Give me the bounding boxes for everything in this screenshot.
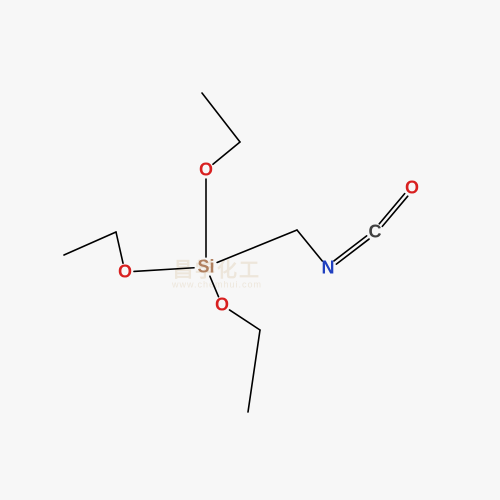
atom-si: Si	[197, 257, 214, 278]
atom-o: O	[118, 262, 132, 283]
bond-layer	[0, 0, 500, 500]
atom-o: O	[405, 178, 419, 199]
atom-n: N	[322, 258, 335, 279]
atom-c: C	[369, 222, 382, 243]
bond	[134, 268, 194, 272]
atom-o: O	[199, 160, 213, 181]
bond	[64, 232, 116, 255]
bond	[230, 310, 260, 330]
atom-o: O	[215, 295, 229, 316]
molecule-canvas: 昌学化工 www.chemhui.com SiOOONCO	[0, 0, 500, 500]
bond	[116, 232, 123, 263]
bond	[336, 239, 369, 264]
bond	[213, 142, 240, 164]
bond	[334, 236, 367, 261]
bond	[297, 230, 322, 261]
bond	[248, 330, 260, 412]
bond	[379, 194, 404, 224]
bond	[382, 196, 407, 226]
bond	[217, 230, 297, 262]
bond	[202, 93, 240, 142]
